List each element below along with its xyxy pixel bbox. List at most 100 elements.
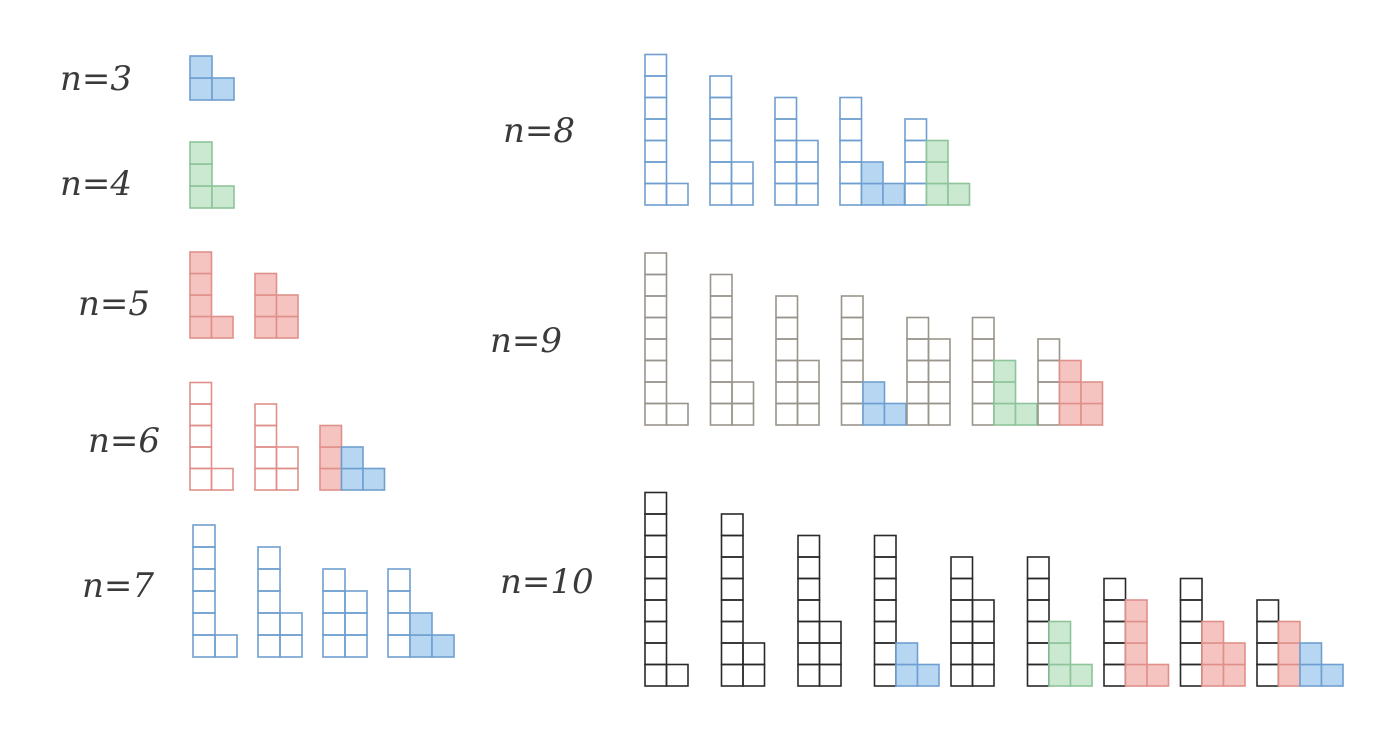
block-cell (1103, 663, 1127, 687)
block-cell (322, 634, 346, 658)
block-cell (1026, 663, 1050, 687)
block-cell (1256, 642, 1280, 666)
block-cell (254, 446, 278, 470)
block-cell (947, 182, 971, 206)
block-cell (1026, 577, 1050, 601)
block-cell (257, 634, 281, 658)
block-cell (1277, 620, 1301, 644)
block-cell (906, 316, 930, 340)
block-cell (796, 359, 820, 383)
block-cell (993, 381, 1017, 405)
block-cell (192, 524, 216, 548)
block-cell (709, 75, 733, 99)
block-cell (1179, 663, 1203, 687)
block-cell (644, 139, 668, 163)
block-cell (895, 663, 919, 687)
block-cell (925, 139, 949, 163)
block-cell (189, 272, 213, 296)
block-cell (1277, 642, 1301, 666)
block-cell (1026, 599, 1050, 623)
partition-figure (709, 75, 754, 206)
block-cell (797, 663, 821, 687)
block-cell (950, 556, 974, 580)
block-cell (720, 577, 744, 601)
block-cell (362, 467, 386, 491)
block-cell (904, 139, 928, 163)
block-cell (775, 402, 799, 426)
block-cell (189, 141, 213, 165)
block-cell (709, 381, 733, 405)
block-cell (1103, 642, 1127, 666)
block-cell (1037, 359, 1061, 383)
block-cell (644, 182, 668, 206)
block-cell (795, 182, 819, 206)
block-cell (1048, 663, 1072, 687)
block-cell (1058, 359, 1082, 383)
block-cell (192, 546, 216, 570)
block-cell (1320, 663, 1344, 687)
block-cell (720, 599, 744, 623)
block-cell (644, 663, 668, 687)
block-cell (860, 182, 884, 206)
label-n4: n=4 (60, 164, 132, 204)
partition-figure (797, 534, 842, 687)
block-cell (644, 556, 668, 580)
block-cell (1256, 663, 1280, 687)
block-cell (1256, 599, 1280, 623)
block-cell (1103, 620, 1127, 644)
partition-figure (387, 568, 455, 658)
block-cell (795, 161, 819, 185)
label-n3: n=3 (60, 59, 132, 99)
block-cell (189, 185, 213, 209)
block-cell (344, 590, 368, 614)
block-cell (644, 513, 668, 537)
block-cell (387, 568, 411, 592)
block-cell (644, 642, 668, 666)
block-cell (644, 96, 668, 120)
block-cell (927, 359, 951, 383)
block-cell (720, 663, 744, 687)
block-cell (775, 381, 799, 405)
block-cell (189, 163, 213, 187)
block-cell (862, 402, 886, 426)
block-cell (730, 161, 754, 185)
block-cell (319, 446, 343, 470)
block-cell (644, 338, 668, 362)
label-n5: n=5 (78, 284, 150, 324)
block-cell (644, 491, 668, 515)
block-cell (254, 272, 278, 296)
block-cell (344, 612, 368, 636)
block-cell (322, 590, 346, 614)
block-cell (927, 402, 951, 426)
block-cell (319, 467, 343, 491)
block-cell (709, 139, 733, 163)
block-cell (950, 642, 974, 666)
block-cell (1103, 577, 1127, 601)
block-cell (644, 118, 668, 142)
block-cell (644, 534, 668, 558)
block-cell (927, 381, 951, 405)
partition-figure (709, 273, 755, 426)
block-cell (340, 467, 364, 491)
block-cell (644, 599, 668, 623)
block-cell (189, 55, 213, 79)
block-cell (731, 381, 755, 405)
block-cell (950, 663, 974, 687)
label-n10: n=10 (500, 562, 594, 602)
block-cell (1037, 338, 1061, 362)
block-cell (720, 620, 744, 644)
block-cell (1146, 663, 1170, 687)
block-cell (210, 315, 234, 339)
block-cell (275, 294, 299, 318)
block-cell (189, 424, 213, 448)
block-cell (796, 402, 820, 426)
block-cell (1277, 663, 1301, 687)
partition-figure (971, 316, 1038, 426)
block-cell (840, 359, 864, 383)
block-cell (709, 96, 733, 120)
block-cell (971, 316, 995, 340)
partition-figure (644, 491, 689, 687)
block-cell (644, 295, 668, 319)
block-cell (192, 590, 216, 614)
block-cell (839, 182, 863, 206)
